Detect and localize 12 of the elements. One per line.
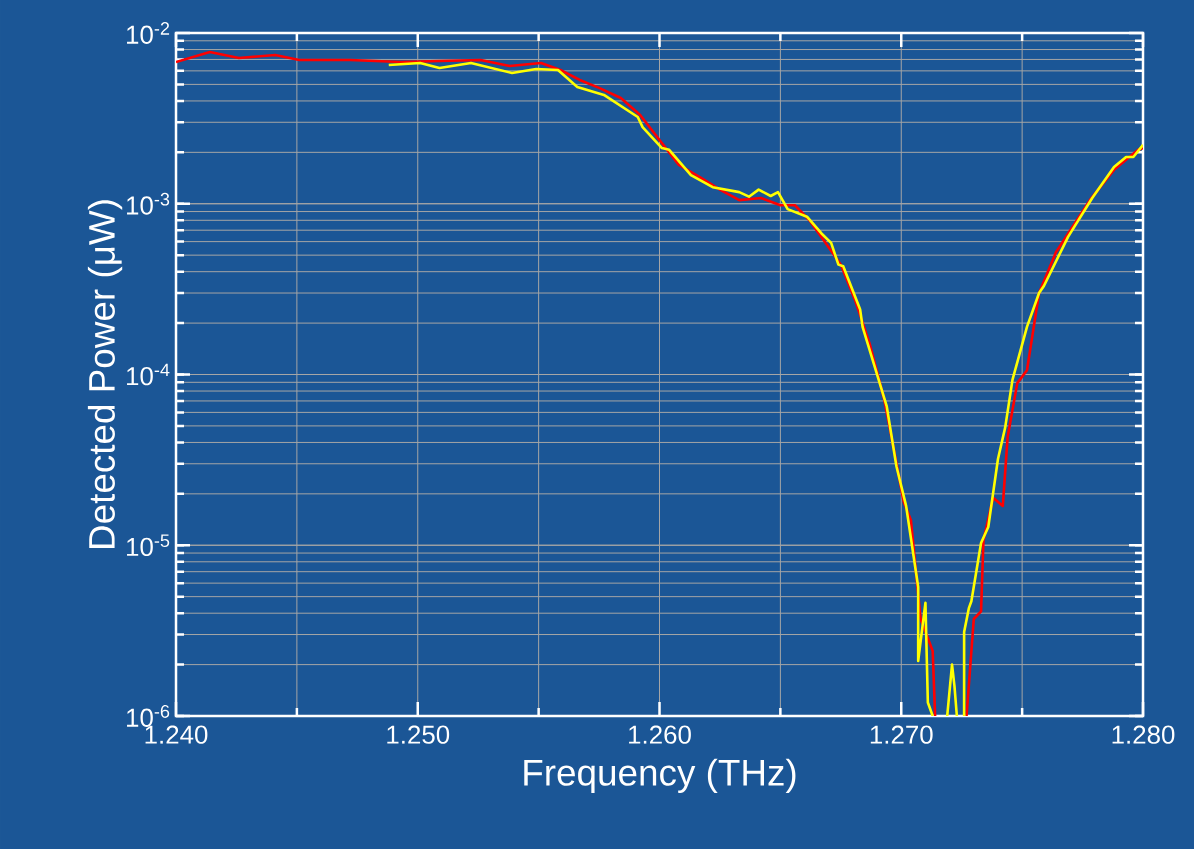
y-tick-label: 10$^{-3}$	[127, 192, 170, 215]
y-tick-label: 10$^{-2}$	[127, 22, 170, 44]
y-tick-label: 10$^{-6}$	[127, 705, 170, 727]
y-tick-label: 10$^{-4}$	[127, 363, 170, 386]
x-tick-label: 1.240	[145, 725, 208, 744]
x-tick-label: 1.270	[870, 725, 933, 744]
x-tick-label: 1.280	[1112, 725, 1175, 744]
x-tick-label: 1.250	[387, 725, 450, 744]
y-axis-title: Detected Power (μW)	[87, 200, 123, 549]
x-tick-label: 1.260	[629, 725, 691, 744]
y-tick-label: 10$^{-5}$	[127, 534, 170, 557]
x-axis-title: Frequency (THz)	[524, 758, 796, 794]
